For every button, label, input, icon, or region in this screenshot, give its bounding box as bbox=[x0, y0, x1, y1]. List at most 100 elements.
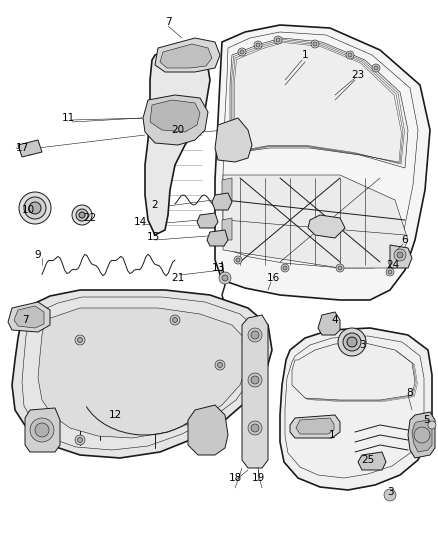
Text: 1: 1 bbox=[328, 430, 336, 440]
Circle shape bbox=[215, 360, 225, 370]
Circle shape bbox=[76, 209, 88, 221]
Polygon shape bbox=[145, 45, 210, 235]
Text: 22: 22 bbox=[83, 213, 97, 223]
Text: 20: 20 bbox=[171, 125, 184, 135]
Circle shape bbox=[222, 275, 228, 281]
Circle shape bbox=[384, 489, 396, 501]
Text: 8: 8 bbox=[407, 388, 413, 398]
Circle shape bbox=[24, 197, 46, 219]
Polygon shape bbox=[25, 408, 60, 452]
Text: 4: 4 bbox=[332, 315, 338, 325]
Text: 3: 3 bbox=[387, 487, 393, 497]
Polygon shape bbox=[412, 420, 432, 452]
Circle shape bbox=[313, 42, 317, 46]
Polygon shape bbox=[390, 245, 412, 268]
Text: 18: 18 bbox=[228, 473, 242, 483]
Polygon shape bbox=[242, 315, 268, 468]
Polygon shape bbox=[292, 343, 415, 400]
Circle shape bbox=[75, 335, 85, 345]
Polygon shape bbox=[296, 418, 334, 434]
Circle shape bbox=[78, 337, 82, 343]
Polygon shape bbox=[215, 118, 252, 162]
Circle shape bbox=[283, 266, 287, 270]
Circle shape bbox=[386, 268, 394, 276]
Circle shape bbox=[276, 38, 280, 42]
Circle shape bbox=[173, 318, 177, 322]
Polygon shape bbox=[143, 95, 208, 145]
Circle shape bbox=[254, 41, 262, 49]
Circle shape bbox=[336, 264, 344, 272]
Circle shape bbox=[192, 427, 198, 432]
Circle shape bbox=[238, 48, 246, 56]
Circle shape bbox=[79, 212, 85, 218]
Polygon shape bbox=[212, 193, 232, 210]
Polygon shape bbox=[318, 312, 340, 335]
Circle shape bbox=[234, 256, 242, 264]
Circle shape bbox=[251, 331, 259, 339]
Circle shape bbox=[72, 205, 92, 225]
Text: 7: 7 bbox=[165, 17, 171, 27]
Circle shape bbox=[338, 328, 366, 356]
Polygon shape bbox=[38, 308, 248, 438]
Text: 23: 23 bbox=[351, 70, 364, 80]
Circle shape bbox=[236, 258, 240, 262]
Polygon shape bbox=[290, 415, 340, 438]
Polygon shape bbox=[222, 218, 232, 240]
Polygon shape bbox=[197, 213, 218, 228]
Circle shape bbox=[311, 40, 319, 48]
Text: 6: 6 bbox=[402, 235, 408, 245]
Circle shape bbox=[397, 252, 403, 258]
Circle shape bbox=[219, 272, 231, 284]
Circle shape bbox=[372, 64, 380, 72]
Polygon shape bbox=[160, 44, 212, 68]
Text: 19: 19 bbox=[251, 473, 265, 483]
Circle shape bbox=[281, 264, 289, 272]
Circle shape bbox=[348, 53, 352, 57]
Circle shape bbox=[343, 333, 361, 351]
Circle shape bbox=[274, 36, 282, 44]
Circle shape bbox=[338, 266, 342, 270]
Polygon shape bbox=[408, 412, 435, 458]
Circle shape bbox=[388, 270, 392, 274]
Text: 21: 21 bbox=[171, 273, 185, 283]
Circle shape bbox=[248, 373, 262, 387]
Text: 13: 13 bbox=[212, 263, 225, 273]
Circle shape bbox=[346, 51, 354, 59]
Polygon shape bbox=[8, 302, 50, 332]
Circle shape bbox=[30, 418, 54, 442]
Text: 9: 9 bbox=[35, 250, 41, 260]
Polygon shape bbox=[215, 25, 430, 300]
Text: 16: 16 bbox=[266, 273, 279, 283]
Text: 15: 15 bbox=[146, 232, 159, 242]
Text: 7: 7 bbox=[22, 315, 28, 325]
Circle shape bbox=[256, 43, 260, 47]
Circle shape bbox=[78, 438, 82, 442]
Polygon shape bbox=[14, 306, 44, 328]
Circle shape bbox=[248, 421, 262, 435]
Polygon shape bbox=[222, 178, 232, 200]
Circle shape bbox=[170, 315, 180, 325]
Text: 17: 17 bbox=[15, 143, 28, 153]
Circle shape bbox=[190, 425, 200, 435]
Polygon shape bbox=[150, 100, 200, 132]
Polygon shape bbox=[358, 452, 386, 470]
Polygon shape bbox=[18, 140, 42, 157]
Text: 1: 1 bbox=[302, 50, 308, 60]
Text: 24: 24 bbox=[386, 260, 399, 270]
Polygon shape bbox=[207, 230, 228, 246]
Text: 14: 14 bbox=[134, 217, 147, 227]
Text: 3: 3 bbox=[359, 340, 365, 350]
Polygon shape bbox=[230, 38, 408, 168]
Text: 2: 2 bbox=[152, 200, 158, 210]
Polygon shape bbox=[223, 175, 408, 268]
Polygon shape bbox=[280, 328, 432, 490]
Circle shape bbox=[218, 362, 223, 367]
Polygon shape bbox=[155, 38, 220, 72]
Polygon shape bbox=[12, 290, 272, 458]
Circle shape bbox=[374, 66, 378, 70]
Circle shape bbox=[240, 50, 244, 54]
Circle shape bbox=[251, 424, 259, 432]
Text: 25: 25 bbox=[361, 455, 374, 465]
Polygon shape bbox=[188, 405, 228, 455]
Circle shape bbox=[428, 421, 436, 429]
